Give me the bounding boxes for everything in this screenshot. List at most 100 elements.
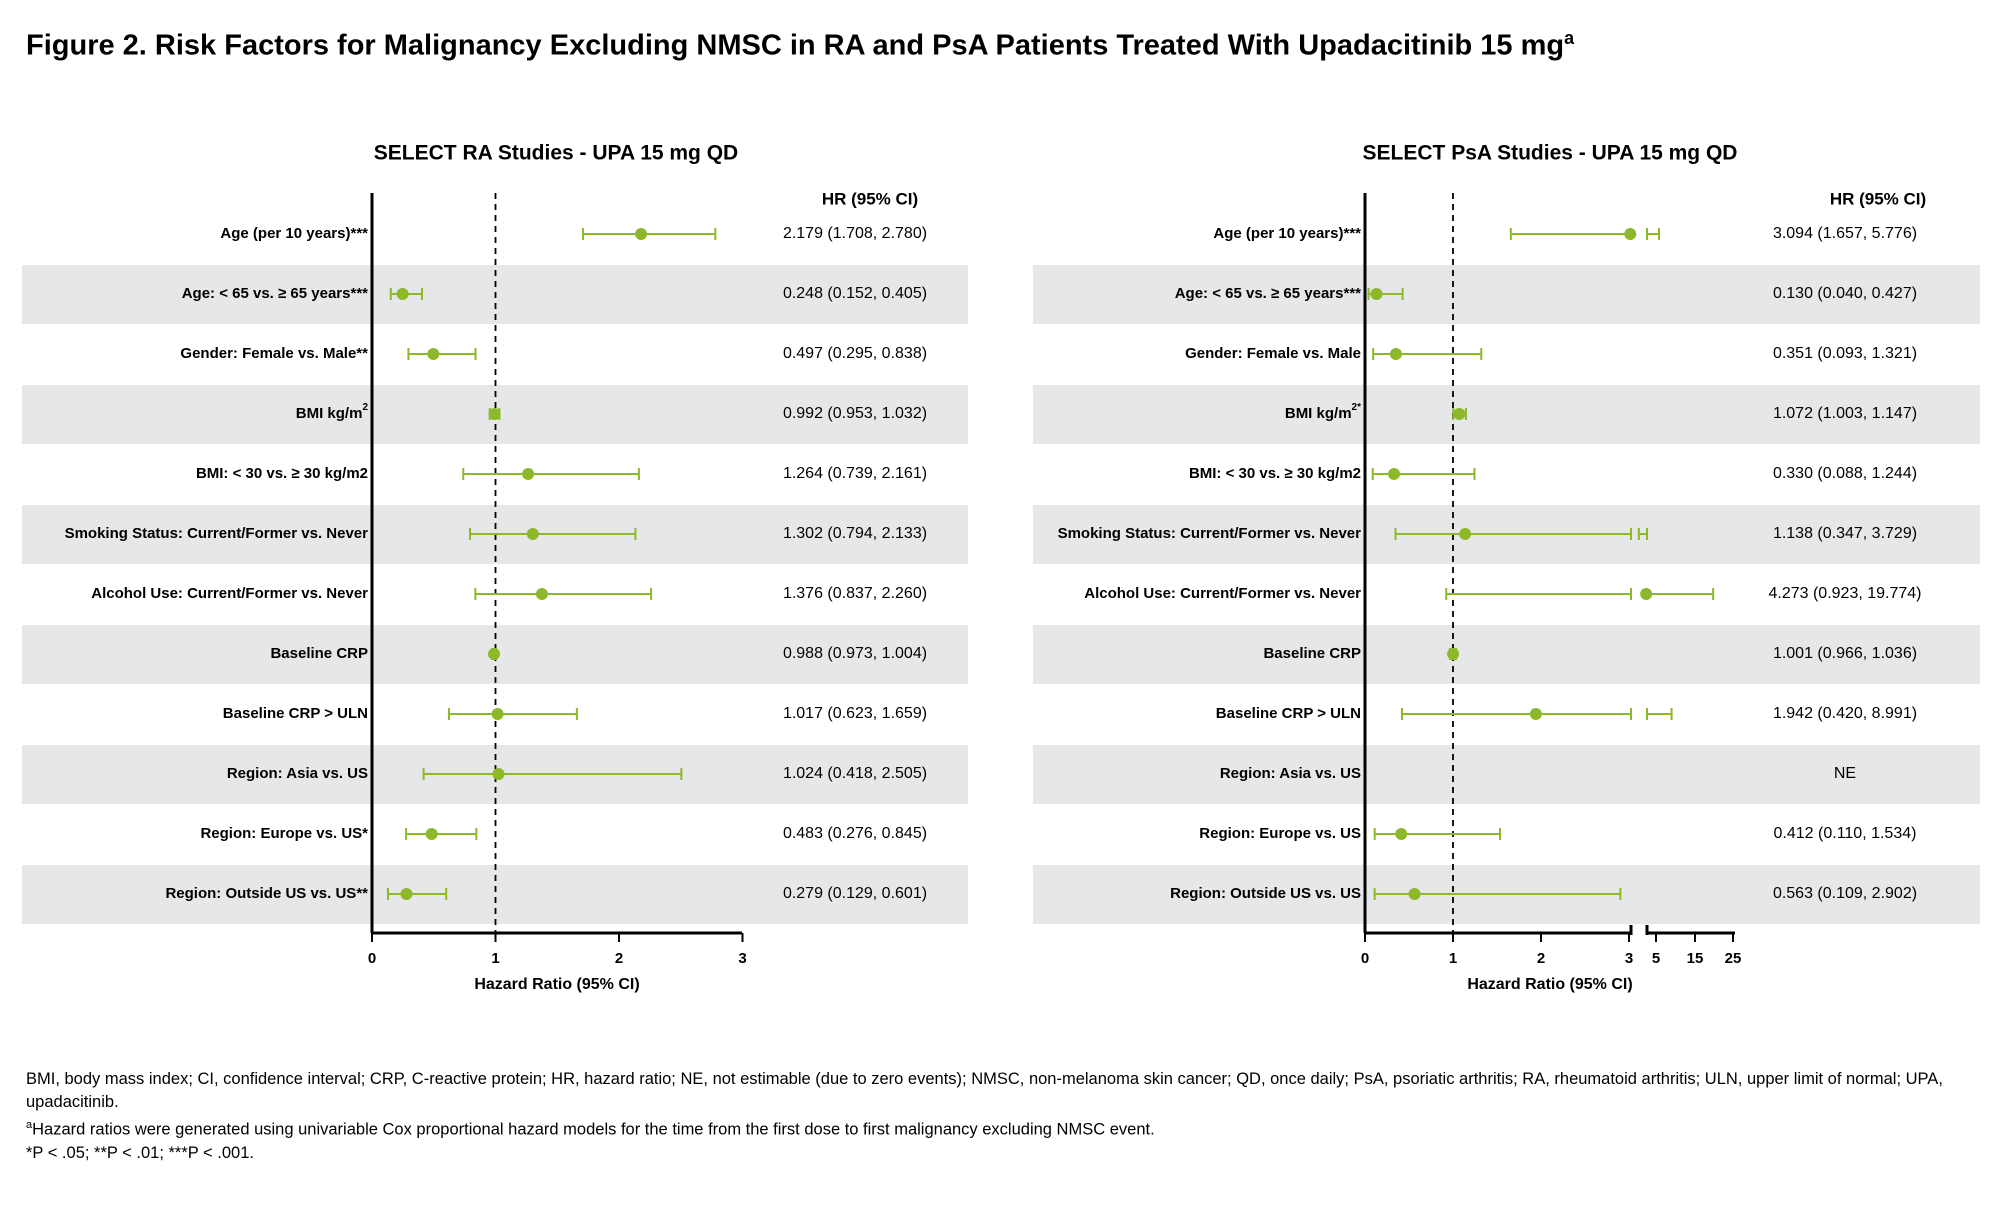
hr-value: 0.351 (0.093, 1.321) [1773, 345, 1917, 362]
hr-point [1395, 828, 1408, 840]
x-tick-label: 25 [1725, 950, 1742, 967]
row-label-text: BMI kg/m [296, 405, 363, 422]
hr-value: 2.179 (1.708, 2.780) [783, 225, 927, 242]
x-tick-label: 2 [1537, 950, 1545, 967]
ci-bar [1373, 888, 1622, 900]
x-tick-label: 15 [1687, 950, 1704, 967]
chart-title: SELECT RA Studies - UPA 15 mg QD [374, 142, 738, 165]
ci-bar [488, 648, 501, 660]
row-band [1033, 385, 1980, 444]
ci-bar [422, 768, 683, 780]
hr-point [535, 588, 548, 600]
row-label-text: Gender: Female vs. Male [1185, 345, 1361, 362]
row-label: BMI: < 30 vs. ≥ 30 kg/m2 [1189, 465, 1361, 482]
hr-point [1370, 288, 1383, 300]
row-label-text: BMI kg/m [1285, 405, 1352, 422]
hr-point [635, 228, 648, 240]
x-tick-label: 3 [738, 950, 746, 967]
row-label: Alcohol Use: Current/Former vs. Never [91, 585, 368, 602]
hr-column-header: HR (95% CI) [822, 189, 918, 208]
x-tick-label: 3 [1625, 950, 1633, 967]
footnotes: BMI, body mass index; CI, confidence int… [26, 1068, 1981, 1165]
ci-bar [1371, 468, 1476, 480]
hr-point [1453, 408, 1466, 420]
hr-value: 1.072 (1.003, 1.147) [1773, 405, 1917, 422]
ci-bar [462, 468, 640, 480]
hr-value: 0.279 (0.129, 0.601) [783, 885, 927, 902]
row-band [1033, 265, 1980, 324]
hr-point [1389, 348, 1402, 360]
footnote-significance: *P < .05; **P < .01; ***P < .001. [26, 1143, 254, 1162]
row-label: BMI: < 30 vs. ≥ 30 kg/m2 [196, 465, 368, 482]
footnote-a-text: Hazard ratios were generated using univa… [32, 1120, 1155, 1139]
figure-title: Figure 2. Risk Factors for Malignancy Ex… [26, 28, 1574, 63]
hr-point [492, 768, 505, 780]
row-label: Region: Asia vs. US [1220, 765, 1361, 782]
row-label: Baseline CRP > ULN [1216, 705, 1361, 722]
row-label-text: Age: < 65 vs. ≥ 65 years*** [1175, 285, 1361, 302]
row-label-text: Region: Europe vs. US* [200, 825, 368, 842]
hr-value: 0.330 (0.088, 1.244) [1773, 465, 1917, 482]
hr-point [1624, 228, 1637, 240]
hr-value: 1.376 (0.837, 2.260) [783, 585, 927, 602]
row-label-text: Alcohol Use: Current/Former vs. Never [91, 585, 368, 602]
hr-point [1408, 888, 1421, 900]
hr-value: 1.264 (0.739, 2.161) [783, 465, 927, 482]
hr-point [400, 888, 413, 900]
row-label-text: Age: < 65 vs. ≥ 65 years*** [182, 285, 368, 302]
hr-value: 1.017 (0.623, 1.659) [783, 705, 927, 722]
ci-bar [407, 348, 477, 360]
hr-value: 4.273 (0.923, 19.774) [1768, 585, 1921, 602]
hr-column-header: HR (95% CI) [1830, 189, 1926, 208]
ci-bar [1452, 408, 1467, 420]
row-band [22, 865, 968, 924]
x-tick-label: 2 [615, 950, 623, 967]
hr-value: 0.988 (0.973, 1.004) [783, 645, 927, 662]
row-label-text: Age (per 10 years)*** [220, 225, 368, 242]
x-axis-label: Hazard Ratio (95% CI) [474, 976, 639, 993]
figure-title-text: Figure 2. Risk Factors for Malignancy Ex… [26, 29, 1565, 62]
ci-bar [1445, 588, 1715, 600]
row-label: Age: < 65 vs. ≥ 65 years*** [1175, 285, 1361, 302]
hr-value: 1.942 (0.420, 8.991) [1773, 705, 1917, 722]
hr-value: 1.024 (0.418, 2.505) [783, 765, 927, 782]
hr-point [396, 288, 409, 300]
ci-bar [447, 708, 578, 720]
ci-bar [1509, 228, 1661, 240]
row-label-text: Smoking Status: Current/Former vs. Never [1058, 525, 1362, 542]
row-label: Smoking Status: Current/Former vs. Never [65, 525, 369, 542]
row-band [1033, 625, 1980, 684]
row-label: BMI kg/m2 [296, 402, 369, 422]
row-label: Region: Outside US vs. US [1170, 885, 1361, 902]
x-tick-label: 0 [368, 950, 376, 967]
hr-value: 0.992 (0.953, 1.032) [783, 405, 927, 422]
hr-point [1447, 648, 1460, 660]
ci-bar [1372, 348, 1483, 360]
hr-point [491, 708, 504, 720]
hr-value: 0.497 (0.295, 0.838) [783, 345, 927, 362]
hr-point [1640, 588, 1653, 600]
figure-title-superscript: a [1564, 28, 1575, 48]
row-label-superscript: 2 [362, 402, 368, 413]
ci-bar [1373, 828, 1501, 840]
ci-bar [581, 228, 717, 240]
row-label-text: Alcohol Use: Current/Former vs. Never [1084, 585, 1361, 602]
row-label-text: Smoking Status: Current/Former vs. Never [65, 525, 369, 542]
hr-value: 0.248 (0.152, 0.405) [783, 285, 927, 302]
hr-value: 1.302 (0.794, 2.133) [783, 525, 927, 542]
hr-value: 0.483 (0.276, 0.845) [783, 825, 927, 842]
row-label-text: Region: Asia vs. US [227, 765, 368, 782]
row-label-text: Region: Outside US vs. US [1170, 885, 1361, 902]
row-label-text: Region: Outside US vs. US** [165, 885, 368, 902]
x-tick-label: 5 [1652, 950, 1660, 967]
row-label: Gender: Female vs. Male** [180, 345, 368, 362]
row-band [1033, 745, 1980, 804]
ci-bar [469, 528, 637, 540]
row-label-text: Gender: Female vs. Male** [180, 345, 368, 362]
ci-bar [405, 828, 478, 840]
row-label: Baseline CRP [270, 645, 368, 662]
hr-point [522, 468, 535, 480]
ci-bar [474, 588, 653, 600]
row-label-text: BMI: < 30 vs. ≥ 30 kg/m2 [1189, 465, 1361, 482]
